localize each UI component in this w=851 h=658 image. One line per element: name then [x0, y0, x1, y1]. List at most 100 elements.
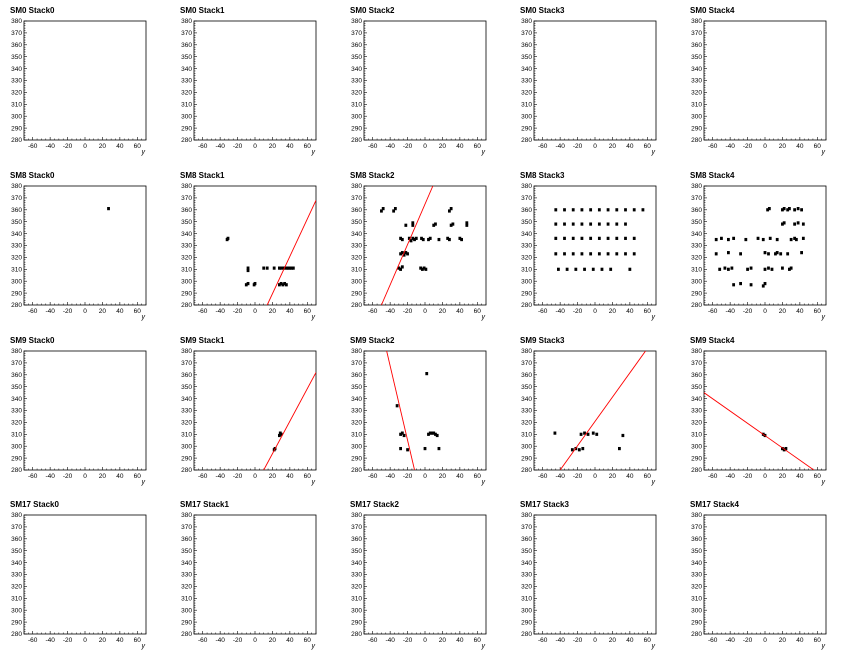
- data-point: [763, 267, 767, 271]
- x-tick-label: 40: [116, 308, 124, 315]
- data-point: [446, 236, 450, 240]
- plot-frame: [533, 20, 657, 141]
- x-tick-label: -20: [573, 637, 583, 644]
- data-point: [432, 431, 436, 435]
- data-point: [796, 207, 800, 211]
- y-tick-label: 300: [521, 278, 532, 285]
- x-tick-label: 20: [269, 308, 277, 315]
- x-tick-label: 0: [83, 473, 87, 480]
- y-tick-label: 360: [181, 372, 192, 379]
- chart-plot: 280 290 300 310 320 330 340 350 360 370 380 -60 -40 -…: [691, 183, 827, 321]
- y-tick-label: 320: [521, 255, 532, 262]
- y-tick-label: 290: [11, 619, 22, 626]
- data-point: [107, 207, 110, 211]
- x-tick-label: 0: [593, 637, 597, 644]
- data-point: [632, 208, 636, 212]
- y-tick-label: 290: [351, 290, 362, 297]
- x-tick-label: -40: [45, 473, 55, 480]
- y-tick-label: 290: [181, 455, 192, 462]
- x-tick-label: 20: [269, 637, 277, 644]
- x-tick-label: 0: [593, 308, 597, 315]
- data-point: [744, 237, 748, 242]
- y-tick-label: 310: [11, 596, 22, 603]
- y-tick-label: 360: [351, 207, 362, 214]
- y-tick-label: 340: [181, 231, 192, 238]
- x-tick-label: 60: [644, 308, 652, 315]
- x-tick-label: -60: [28, 473, 38, 480]
- data-point: [400, 431, 404, 435]
- y-tick-label: 280: [521, 631, 532, 638]
- y-tick-label: 340: [11, 560, 22, 567]
- y-tick-label: 360: [11, 536, 22, 543]
- data-point: [253, 281, 257, 286]
- x-tick-label: 40: [796, 637, 804, 644]
- y-tick-label: 310: [351, 596, 362, 603]
- x-tick-label: 0: [253, 473, 257, 480]
- data-point: [419, 266, 423, 270]
- data-point: [465, 221, 469, 225]
- data-point: [589, 208, 593, 212]
- y-tick-label: 350: [691, 54, 702, 61]
- x-tick-label: -60: [538, 308, 548, 315]
- y-tick-label: 290: [521, 619, 532, 626]
- x-tick-label: -20: [403, 473, 413, 480]
- data-point: [580, 208, 584, 212]
- y-tick-label: 310: [691, 432, 702, 439]
- chart-plot: 280 290 300 310 320 330 340 350 360 370 380 -60 -40 -…: [691, 512, 827, 650]
- plot-frame: [23, 514, 147, 635]
- y-tick-label: 380: [521, 183, 532, 190]
- x-tick-label: -40: [215, 308, 225, 315]
- y-tick-label: 320: [11, 90, 22, 97]
- chart-panel: SM8 Stack0 280 290 300 310 320 330 340 350 360 370…: [0, 165, 170, 329]
- y-tick-label: 290: [521, 455, 532, 462]
- data-point: [279, 281, 283, 286]
- data-point: [449, 207, 453, 211]
- y-tick-label: 340: [11, 66, 22, 73]
- data-point: [244, 283, 248, 287]
- data-point: [272, 266, 276, 270]
- x-axis-title: y: [651, 149, 656, 156]
- x-tick-label: -20: [63, 143, 73, 150]
- x-tick-label: 0: [253, 308, 257, 315]
- chart-plot: 280 290 300 310 320 330 340 350 360 370 380 -60 -40 -…: [11, 348, 147, 486]
- y-tick-label: 310: [521, 432, 532, 439]
- y-tick-label: 360: [181, 536, 192, 543]
- x-tick-label: 20: [779, 143, 787, 150]
- data-point: [565, 267, 569, 271]
- data-point: [714, 237, 718, 242]
- data-point: [793, 236, 797, 240]
- data-point: [284, 283, 288, 287]
- x-tick-label: -20: [573, 308, 583, 315]
- data-point: [615, 208, 619, 212]
- x-axis-title: y: [311, 479, 316, 486]
- data-point: [788, 267, 791, 271]
- x-axis-title: y: [141, 149, 146, 156]
- data-point: [581, 446, 585, 451]
- y-tick-label: 370: [351, 30, 362, 37]
- data-point: [554, 222, 558, 226]
- x-tick-label: -40: [725, 473, 735, 480]
- y-tick-label: 350: [521, 54, 532, 61]
- y-tick-label: 350: [181, 548, 192, 555]
- chart-title: SM8 Stack3: [520, 171, 565, 180]
- data-point: [782, 221, 786, 225]
- y-tick-label: 310: [351, 102, 362, 109]
- data-point: [606, 222, 610, 226]
- data-point: [770, 267, 774, 271]
- y-tick-label: 350: [691, 548, 702, 555]
- chart-title: SM0 Stack1: [180, 6, 225, 15]
- x-tick-label: -40: [385, 637, 395, 644]
- x-axis-title: y: [311, 314, 316, 321]
- y-tick-label: 280: [521, 467, 532, 474]
- data-point: [789, 266, 793, 270]
- x-tick-label: -60: [708, 308, 718, 315]
- data-point: [571, 222, 575, 226]
- x-tick-label: -40: [215, 473, 225, 480]
- data-point: [615, 222, 619, 226]
- data-point: [434, 432, 437, 436]
- data-point: [422, 266, 426, 270]
- x-tick-label: 60: [134, 473, 142, 480]
- y-tick-label: 300: [351, 278, 362, 285]
- chart-plot: 280 290 300 310 320 330 340 350 360 370 380 -60 -40 -…: [181, 512, 317, 650]
- y-tick-label: 370: [521, 30, 532, 37]
